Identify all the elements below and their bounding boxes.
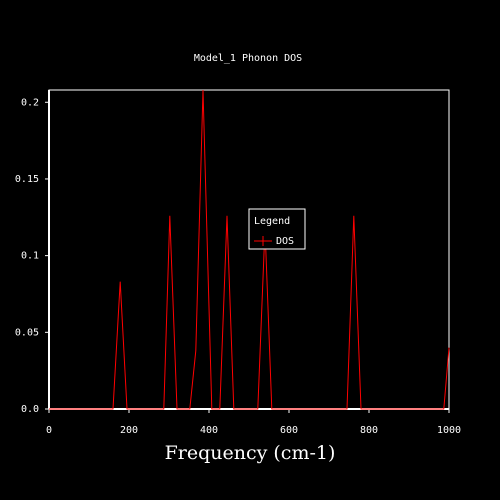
y-tick-label: 0.0 [21, 404, 39, 415]
x-axis-title: Frequency (cm-1) [165, 442, 336, 464]
x-tick-label: 200 [120, 425, 138, 436]
x-tick-label: 800 [360, 425, 378, 436]
y-tick-label: 0.2 [21, 97, 39, 108]
legend-box [248, 208, 306, 250]
legend-title: Legend [254, 216, 290, 227]
legend: Legend DOS [248, 208, 306, 250]
y-tick-label: 0.1 [21, 251, 39, 262]
x-tick-label: 400 [200, 425, 218, 436]
x-tick-label: 0 [46, 425, 52, 436]
x-tick-label: 1000 [437, 425, 461, 436]
data-line [49, 89, 450, 410]
y-tick-label: 0.05 [15, 327, 39, 338]
legend-label: DOS [276, 236, 294, 247]
chart-title: Model_1 Phonon DOS [194, 53, 302, 64]
y-tick-label: 0.15 [15, 174, 39, 185]
x-tick-label: 600 [280, 425, 298, 436]
